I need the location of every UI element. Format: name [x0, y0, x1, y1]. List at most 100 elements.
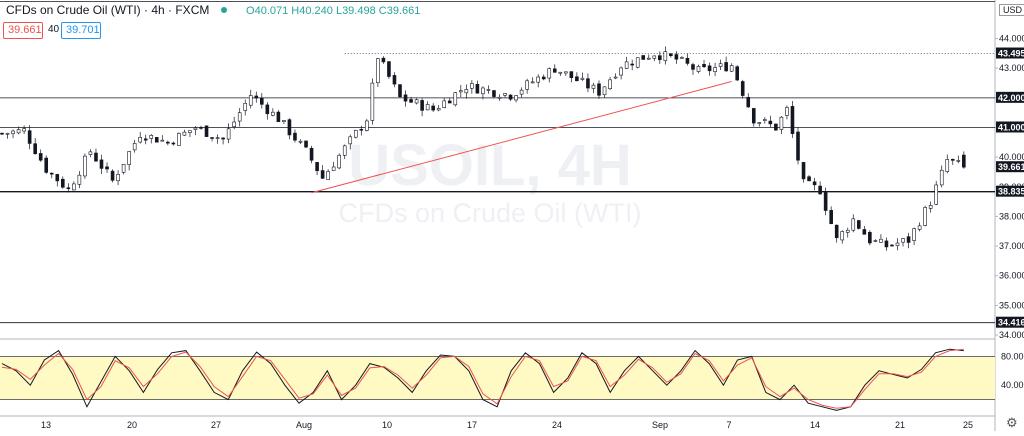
candle-body[interactable]: [652, 55, 657, 59]
candle-body[interactable]: [497, 96, 502, 99]
candle-body[interactable]: [204, 125, 209, 137]
candle-body[interactable]: [11, 130, 15, 134]
candle-body[interactable]: [320, 170, 325, 179]
oscillator-series-line[interactable]: [1, 348, 964, 409]
candle-body[interactable]: [895, 242, 900, 247]
oscillator-series-line[interactable]: [1, 348, 964, 411]
candle-body[interactable]: [917, 225, 922, 230]
candle-body[interactable]: [171, 142, 176, 145]
candle-body[interactable]: [293, 132, 297, 141]
candle-body[interactable]: [541, 76, 546, 80]
candle-body[interactable]: [0, 132, 4, 135]
candle-body[interactable]: [503, 93, 507, 96]
candle-body[interactable]: [359, 128, 364, 131]
candle-body[interactable]: [88, 151, 93, 155]
candle-body[interactable]: [215, 137, 220, 139]
candle-body[interactable]: [558, 71, 563, 74]
candle-body[interactable]: [188, 130, 192, 133]
candle-body[interactable]: [265, 104, 270, 115]
candle-body[interactable]: [923, 207, 927, 226]
candle-body[interactable]: [55, 174, 60, 182]
candle-body[interactable]: [691, 64, 695, 70]
candle-body[interactable]: [641, 55, 646, 60]
candle-body[interactable]: [630, 63, 634, 66]
candle-body[interactable]: [508, 94, 513, 100]
candle-body[interactable]: [481, 87, 485, 95]
candle-body[interactable]: [552, 68, 557, 73]
candle-body[interactable]: [862, 229, 867, 235]
candle-body[interactable]: [525, 80, 529, 90]
candle-body[interactable]: [459, 90, 463, 93]
candle-body[interactable]: [83, 155, 87, 177]
candle-body[interactable]: [564, 71, 568, 74]
candle-body[interactable]: [105, 166, 109, 170]
candle-body[interactable]: [232, 121, 236, 127]
candle-body[interactable]: [276, 111, 281, 123]
candle-body[interactable]: [868, 232, 872, 244]
candle-body[interactable]: [132, 143, 137, 151]
candle-body[interactable]: [569, 71, 574, 78]
candle-body[interactable]: [420, 100, 424, 111]
candle-body[interactable]: [138, 137, 142, 143]
candle-body[interactable]: [121, 164, 126, 173]
candle-body[interactable]: [807, 176, 811, 182]
candle-body[interactable]: [536, 76, 540, 83]
candle-body[interactable]: [674, 54, 679, 60]
candle-body[interactable]: [143, 138, 148, 141]
candle-body[interactable]: [696, 66, 701, 72]
candle-body[interactable]: [376, 58, 380, 84]
candle-body[interactable]: [801, 162, 806, 180]
candle-body[interactable]: [33, 143, 37, 154]
candle-body[interactable]: [116, 174, 120, 182]
candle-body[interactable]: [127, 151, 131, 165]
candle-body[interactable]: [834, 224, 839, 239]
candle-body[interactable]: [950, 158, 955, 161]
candle-body[interactable]: [818, 185, 822, 195]
candle-body[interactable]: [453, 92, 458, 106]
candle-body[interactable]: [519, 89, 524, 95]
candle-body[interactable]: [248, 95, 253, 106]
currency-label[interactable]: USD: [999, 4, 1024, 16]
candle-body[interactable]: [414, 99, 419, 104]
candle-body[interactable]: [547, 68, 552, 79]
candle-body[interactable]: [387, 61, 391, 77]
candle-body[interactable]: [939, 169, 944, 186]
candle-body[interactable]: [790, 106, 795, 134]
candle-body[interactable]: [331, 166, 336, 171]
candle-body[interactable]: [49, 172, 54, 175]
candle-body[interactable]: [879, 238, 883, 243]
candle-body[interactable]: [154, 137, 159, 143]
candle-body[interactable]: [912, 228, 916, 241]
candle-body[interactable]: [768, 120, 773, 125]
candle-body[interactable]: [243, 103, 248, 111]
candle-body[interactable]: [66, 187, 71, 190]
candle-body[interactable]: [337, 154, 341, 169]
candle-body[interactable]: [348, 136, 353, 145]
candle-body[interactable]: [326, 171, 330, 180]
candle-body[interactable]: [5, 132, 10, 135]
candle-body[interactable]: [586, 78, 590, 89]
candle-body[interactable]: [260, 97, 264, 105]
trendline[interactable]: [311, 81, 732, 194]
candle-body[interactable]: [928, 205, 933, 209]
candle-body[interactable]: [751, 108, 756, 124]
candle-body[interactable]: [956, 160, 961, 162]
candle-body[interactable]: [381, 57, 386, 63]
symbol-title[interactable]: CFDs on Crude Oil (WTI) · 4h · FXCM: [6, 3, 210, 17]
candle-body[interactable]: [182, 131, 187, 136]
candle-body[interactable]: [221, 137, 225, 140]
candle-body[interactable]: [210, 137, 214, 139]
candle-body[interactable]: [580, 77, 585, 80]
candle-body[interactable]: [353, 129, 358, 138]
candle-body[interactable]: [254, 95, 259, 99]
candle-body[interactable]: [309, 147, 314, 161]
candle-body[interactable]: [945, 159, 950, 172]
candle-body[interactable]: [282, 120, 286, 122]
candle-body[interactable]: [707, 65, 712, 72]
candle-body[interactable]: [779, 116, 784, 130]
candle-body[interactable]: [110, 170, 115, 181]
candle-body[interactable]: [492, 90, 496, 97]
candle-body[interactable]: [38, 153, 43, 161]
candle-body[interactable]: [442, 100, 447, 109]
candle-body[interactable]: [61, 178, 65, 188]
